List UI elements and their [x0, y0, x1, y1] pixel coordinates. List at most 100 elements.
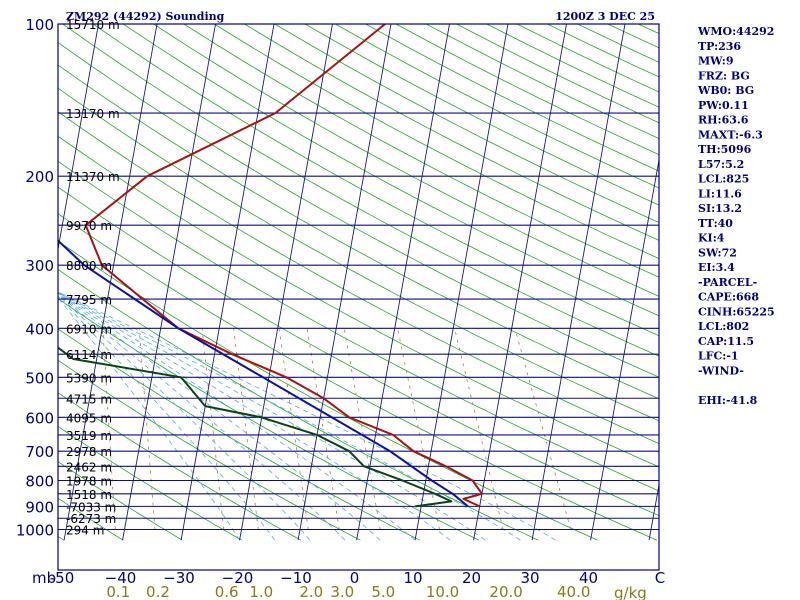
height-label: 11370 m [66, 170, 120, 184]
dry-adiabat-line [58, 186, 659, 517]
index-item: -PARCEL- [698, 276, 757, 289]
background-lines [0, 24, 659, 541]
height-label: 1978 m [66, 475, 112, 489]
mixing-ratio-label: 0.1 [106, 583, 130, 600]
dry-adiabat-line [0, 24, 4, 540]
profiles [58, 24, 483, 508]
temperature-tick-label: 0 [350, 569, 360, 587]
index-item: MAXT:-6.3 [698, 128, 763, 141]
dry-adiabat-line [153, 24, 659, 297]
y-axis-unit: mb [32, 569, 56, 587]
dry-adiabat-line [58, 135, 659, 468]
dry-adiabat-line [58, 87, 659, 422]
temperature-tick-label: −40 [105, 569, 137, 587]
index-item: CINH:65225 [698, 305, 775, 318]
mixing-ratio-label: 20.0 [489, 583, 522, 600]
temperature-line [84, 24, 483, 508]
isotherm-line [180, 24, 275, 541]
mixing-ratio-line [278, 328, 309, 530]
mixing-ratio-line [454, 328, 504, 530]
height-label: 13170 m [66, 107, 120, 121]
temperature-tick-label: 30 [520, 569, 539, 587]
mixing-ratio-label: 40.0 [557, 583, 590, 600]
temperature-tick-label: 40 [579, 569, 598, 587]
isotherm-line [590, 157, 659, 541]
index-item: EHI:-41.8 [698, 394, 758, 407]
dry-adiabat-line [183, 24, 659, 278]
moist-adiabat-line [58, 292, 451, 541]
height-label: 9970 m [66, 219, 112, 233]
index-item: TP:236 [698, 40, 741, 53]
height-label: 4095 m [66, 411, 112, 425]
pressure-label: 100 [25, 16, 54, 34]
dry-adiabat-line [58, 328, 420, 541]
height-label: 6114 m [66, 348, 112, 362]
chart-title: ZM292 (44292) Sounding [66, 10, 225, 23]
height-label: 294 m [66, 524, 104, 538]
isotherm-line [122, 24, 216, 541]
index-item: CAP:11.5 [698, 335, 754, 348]
isotherm-line [356, 24, 450, 541]
dry-adiabat-line [58, 461, 183, 541]
index-item: FRZ: BG [698, 69, 750, 82]
index-item: MW:9 [698, 55, 734, 68]
height-label: -7033 m [66, 500, 116, 514]
height-label: 2462 m [66, 460, 112, 474]
index-item: WB0: BG [697, 84, 754, 97]
mixing-ratio-label: 2.0 [299, 583, 323, 600]
index-item: PW:0.11 [698, 99, 749, 112]
mixing-ratio-line [233, 328, 259, 530]
dry-adiabat-line [244, 24, 659, 241]
temperature-tick-label: 20 [462, 569, 481, 587]
mixing-ratio-label: 10.0 [426, 583, 459, 600]
temperature-axis-end-label: C [655, 569, 665, 587]
moist-adiabat-line [58, 291, 521, 541]
index-item: TH:5096 [698, 143, 752, 156]
mixing-ratio-line [201, 328, 225, 530]
isotherm-line [239, 24, 333, 541]
isotherm-line [297, 24, 392, 541]
height-label: 3519 m [66, 429, 112, 443]
mixing-ratio-line [343, 328, 381, 530]
mixing-ratio-line [514, 328, 572, 530]
index-item: WMO:44292 [697, 25, 774, 38]
mixing-ratio-line [397, 328, 440, 530]
pressure-label: 1000 [16, 522, 54, 540]
mixing-ratio-label: 0.6 [215, 583, 239, 600]
dry-adiabat-line [58, 392, 302, 541]
index-item: L57:5.2 [698, 158, 744, 171]
index-item: SI:13.2 [698, 202, 742, 215]
moist-adiabat-line [58, 291, 556, 541]
moist-adiabat-line [58, 294, 311, 541]
index-item: SW:72 [698, 246, 737, 259]
height-label: 5390 m [66, 371, 112, 385]
mixing-ratio-label: 0.2 [146, 583, 170, 600]
temperature-tick-label: −10 [280, 569, 312, 587]
valid-time: 1200Z 3 DEC 25 [555, 10, 655, 23]
pressure-label: 400 [25, 320, 54, 338]
dry-adiabat-line [58, 426, 242, 541]
mixing-ratio-label: 3.0 [330, 583, 354, 600]
dry-adiabat-line [213, 24, 659, 259]
plot-frame [57, 23, 660, 571]
dry-adiabat-line [58, 535, 64, 541]
height-label: -6273 m [66, 512, 116, 526]
moist-adiabat-line [58, 292, 416, 541]
index-item: LCL:825 [698, 173, 749, 186]
mixing-ratio-line [306, 328, 340, 530]
dry-adiabat-line [58, 160, 659, 492]
mixing-ratio-line [102, 328, 116, 530]
mixing-ratio-line [138, 328, 156, 530]
temperature-tick-label: -50 [50, 569, 75, 587]
index-item: LFC:-1 [698, 350, 739, 363]
height-label: 6910 m [66, 322, 112, 336]
pressure-label: 600 [25, 409, 54, 427]
moist-adiabat-line [58, 293, 346, 541]
x-axis-unit: g/kg [614, 584, 647, 600]
pressure-label: 700 [25, 443, 54, 461]
dry-adiabat-line [62, 24, 659, 357]
dry-adiabat-line [58, 111, 659, 444]
